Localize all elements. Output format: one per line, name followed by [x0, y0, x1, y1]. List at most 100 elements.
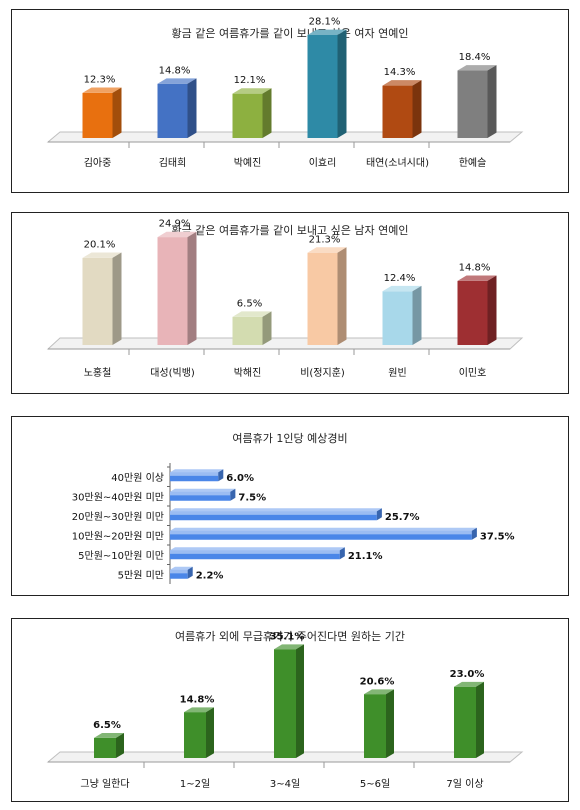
data-label: 21.3%: [309, 234, 341, 245]
data-label: 18.4%: [459, 52, 491, 63]
bar-side: [230, 488, 236, 501]
chart-unpaid-leave: 여름휴가 외에 무급휴가가 주어진다면 원하는 기간 6.5% 그냥 일한다 14.8…: [46, 629, 524, 790]
data-label: 20.1%: [84, 240, 116, 251]
bar-side: [262, 88, 272, 138]
data-label: 14.8%: [159, 65, 191, 76]
data-label: 12.1%: [234, 75, 266, 86]
category-label: 박예진: [234, 157, 262, 169]
bar-front: [307, 34, 338, 138]
bar-3: [232, 88, 272, 138]
data-label: 7.5%: [238, 492, 266, 503]
category-label: 20만원~30만원 미만: [72, 511, 164, 523]
bar-side: [206, 707, 214, 758]
bar-5: [382, 285, 422, 345]
bar-top: [82, 252, 122, 258]
data-label: 21.1%: [348, 551, 383, 562]
bar-side: [412, 80, 422, 138]
category-label: 원빈: [388, 367, 406, 379]
bar-top: [454, 681, 484, 687]
bar-top: [170, 547, 345, 551]
bar-top: [94, 733, 124, 738]
bar-side: [386, 689, 394, 758]
bar-top: [170, 488, 236, 492]
bar-top: [307, 29, 347, 35]
bar-side: [376, 508, 382, 521]
bar-side: [218, 469, 224, 482]
bar-front: [457, 70, 488, 138]
bar-1: [170, 469, 224, 482]
bar-side: [262, 311, 272, 345]
data-label: 14.8%: [459, 262, 491, 273]
chart-title: 여름휴가 1인당 예상경비: [232, 432, 347, 445]
category-label: 노홍철: [84, 366, 112, 379]
data-label: 12.3%: [84, 75, 116, 86]
bar-6: [170, 566, 193, 579]
bar-highlight: [170, 511, 377, 515]
bar-top: [170, 566, 193, 570]
bar-front: [170, 511, 377, 521]
bar-highlight: [170, 472, 219, 476]
bar-top: [170, 469, 224, 473]
data-label: 28.1%: [309, 17, 341, 28]
bar-top: [457, 65, 497, 71]
category-label: 5~6일: [360, 778, 390, 790]
bar-side: [112, 87, 122, 138]
bar-top: [170, 527, 477, 531]
bar-front: [82, 92, 113, 138]
category-label: 그냥 일한다: [80, 778, 129, 790]
bar-2: [170, 488, 236, 501]
data-label: 14.8%: [180, 694, 215, 705]
bar-front: [457, 280, 488, 345]
data-label: 35.1%: [270, 631, 305, 642]
bar-6: [457, 65, 497, 138]
bar-front: [232, 316, 263, 345]
bar-side: [116, 733, 124, 758]
bar-highlight: [170, 550, 340, 554]
data-label: 24.9%: [159, 219, 191, 230]
bar-highlight: [170, 569, 188, 574]
bar-front: [274, 649, 296, 758]
category-label: 김태희: [159, 157, 187, 169]
bar-top: [307, 247, 347, 253]
bar-front: [94, 737, 116, 758]
bar-top: [232, 88, 272, 94]
data-label: 25.7%: [385, 512, 420, 523]
bar-top: [274, 644, 304, 650]
bar-front: [184, 712, 206, 758]
bar-side: [476, 681, 484, 758]
bar-front: [82, 257, 113, 345]
bar-front: [170, 569, 188, 579]
data-label: 37.5%: [480, 531, 515, 542]
bar-5: [454, 681, 484, 758]
category-label: 이효리: [309, 157, 337, 169]
category-label: 40만원 이상: [111, 472, 164, 484]
bar-highlight: [170, 491, 231, 496]
bar-3: [170, 508, 382, 521]
category-label: 태연(소녀시대): [366, 157, 429, 169]
bar-front: [364, 694, 386, 758]
bar-top: [232, 311, 272, 317]
category-label: 비(정지훈): [300, 366, 345, 379]
bar-top: [382, 285, 422, 292]
bar-side: [487, 275, 497, 345]
bar-top: [382, 80, 422, 86]
bar-4: [364, 689, 394, 758]
chart-panel-male: 황금 같은 여름휴가를 같이 보내고 싶은 남자 연예인 20.1% 노홍철 24.9…: [11, 212, 569, 394]
chart-panel-unpaid-leave: 여름휴가 외에 무급휴가가 주어진다면 원하는 기간 6.5% 그냥 일한다 14.8…: [11, 618, 569, 802]
bar-2: [157, 231, 197, 345]
chart-title: 황금 같은 여름휴가를 같이 보내고 싶은 남자 연예인: [172, 224, 409, 237]
bar-front: [382, 85, 413, 138]
bar-4: [307, 247, 347, 345]
bar-5: [170, 547, 345, 560]
category-label: 3~4일: [270, 778, 300, 790]
bar-side: [339, 547, 345, 560]
data-label: 12.4%: [384, 273, 416, 284]
bar-side: [296, 644, 304, 758]
bar-front: [232, 93, 263, 138]
chart-male-celebrities: 황금 같은 여름휴가를 같이 보내고 싶은 남자 연예인 20.1% 노홍철 24.9…: [46, 219, 524, 379]
bar-side: [471, 527, 477, 540]
bar-side: [187, 566, 193, 579]
category-label: 5만원~10만원 미만: [78, 550, 164, 562]
bar-top: [170, 508, 382, 512]
bar-3: [274, 644, 304, 758]
